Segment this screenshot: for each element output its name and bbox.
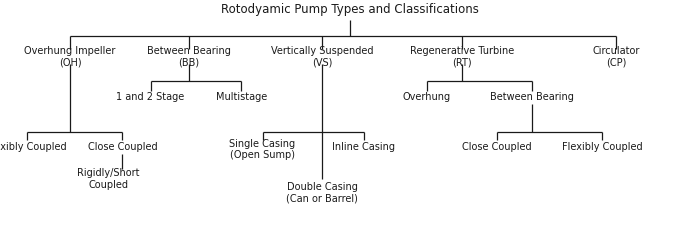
Text: Inline Casing: Inline Casing [332, 142, 396, 152]
Text: Flexibly Coupled: Flexibly Coupled [0, 142, 67, 152]
Text: Close Coupled: Close Coupled [462, 142, 532, 152]
Text: Overhung Impeller
(OH): Overhung Impeller (OH) [25, 46, 116, 67]
Text: Flexibly Coupled: Flexibly Coupled [561, 142, 643, 152]
Text: Between Bearing
(BB): Between Bearing (BB) [147, 46, 231, 67]
Text: Single Casing
(Open Sump): Single Casing (Open Sump) [230, 139, 295, 160]
Text: Multistage: Multistage [216, 92, 267, 102]
Text: Overhung: Overhung [403, 92, 451, 102]
Text: Circulator
(CP): Circulator (CP) [592, 46, 640, 67]
Text: Regenerative Turbine
(RT): Regenerative Turbine (RT) [410, 46, 514, 67]
Text: Double Casing
(Can or Barrel): Double Casing (Can or Barrel) [286, 182, 358, 203]
Text: Between Bearing: Between Bearing [490, 92, 574, 102]
Text: Rigidly/Short
Coupled: Rigidly/Short Coupled [77, 168, 140, 190]
Text: 1 and 2 Stage: 1 and 2 Stage [116, 92, 185, 102]
Text: Vertically Suspended
(VS): Vertically Suspended (VS) [271, 46, 373, 67]
Text: Rotodyamic Pump Types and Classifications: Rotodyamic Pump Types and Classification… [221, 3, 479, 16]
Text: Close Coupled: Close Coupled [88, 142, 158, 152]
